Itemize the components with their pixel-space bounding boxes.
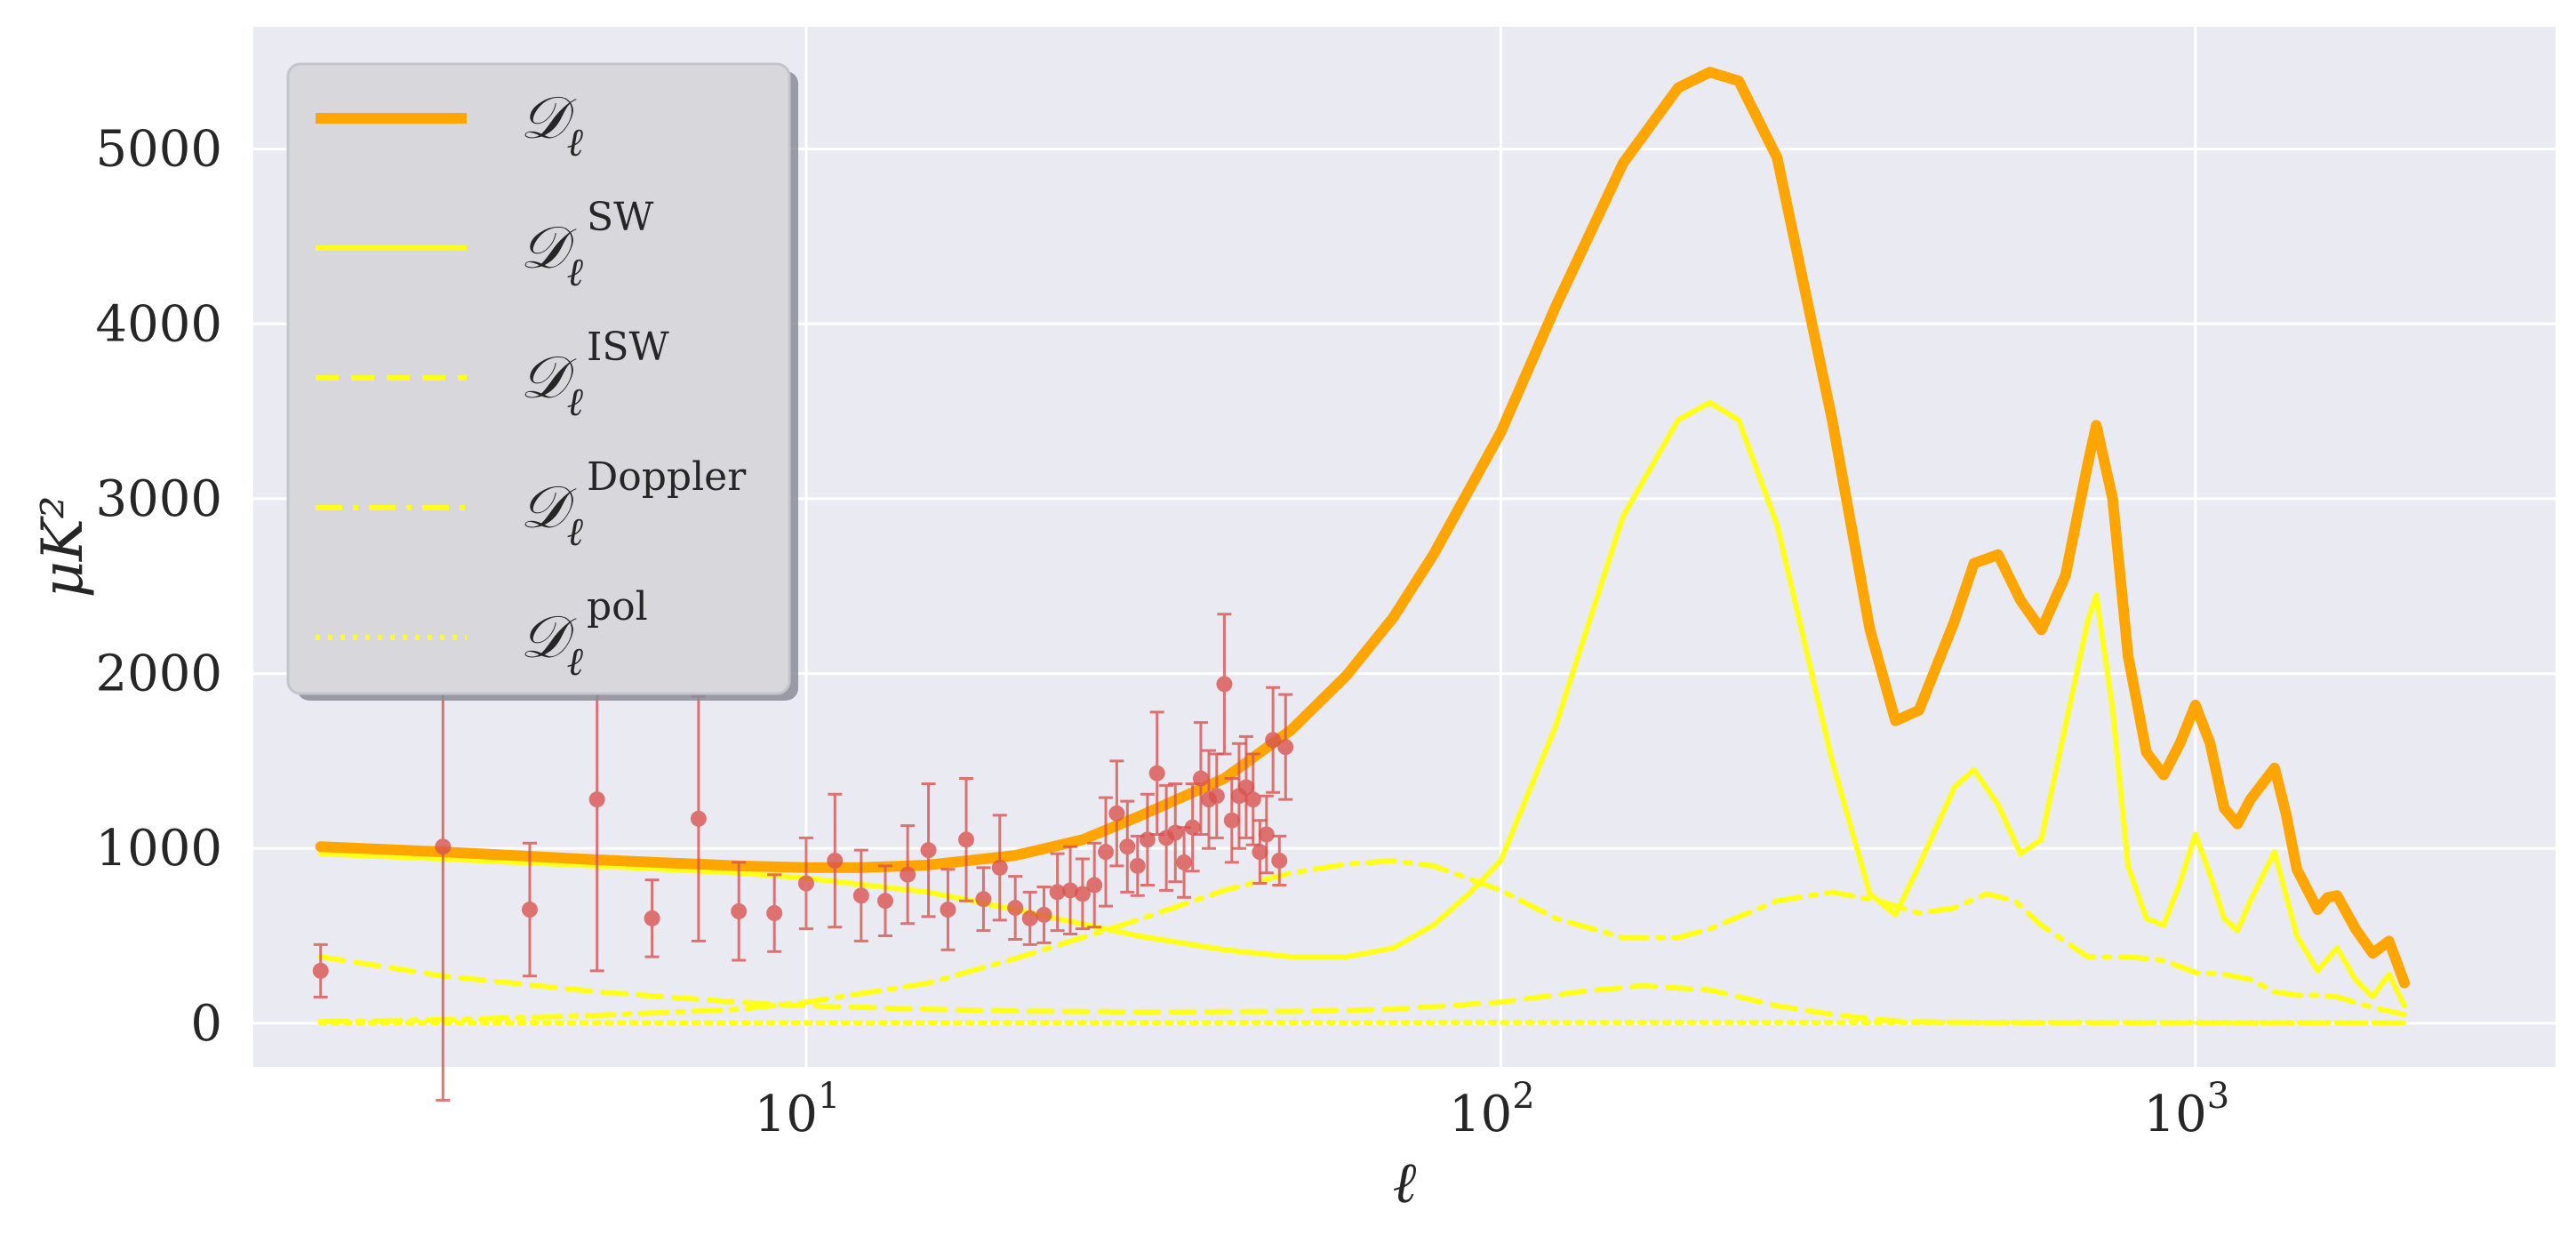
- data-point: [1148, 710, 1165, 836]
- legend-item: 𝒟ℓ: [316, 84, 584, 165]
- data-point: [1119, 799, 1136, 894]
- legend-box: [286, 62, 791, 695]
- x-ticks: 101 102 103: [755, 1076, 2230, 1143]
- data-point: [1200, 749, 1217, 850]
- legend-item: 𝒟ℓISW: [316, 325, 670, 425]
- data-point: [1086, 841, 1103, 929]
- legend-label: 𝒟ℓISW: [520, 325, 670, 425]
- y-axis-label: μK²: [30, 495, 96, 597]
- y-tick-label: 1000: [95, 820, 222, 878]
- data-point: [920, 782, 937, 918]
- y-tick-label: 2000: [95, 646, 222, 703]
- data-point: [1265, 686, 1282, 794]
- data-point: [1277, 693, 1294, 801]
- data-point: [1129, 834, 1146, 897]
- data-points: [312, 591, 1294, 1102]
- data-point: [1176, 826, 1193, 899]
- series-line: [317, 1019, 2407, 1026]
- data-point: [827, 792, 844, 929]
- data-point: [1108, 759, 1125, 868]
- data-point: [1216, 613, 1233, 756]
- y-ticks: 0 1000 2000 3000 4000 5000: [95, 121, 222, 1053]
- data-point: [521, 841, 538, 978]
- x-tick-label: 103: [2143, 1076, 2229, 1143]
- data-point: [1184, 782, 1201, 873]
- data-point: [1049, 852, 1066, 933]
- data-point: [1021, 890, 1038, 946]
- data-point: [731, 861, 748, 962]
- data-point: [975, 866, 992, 933]
- data-point: [958, 777, 975, 902]
- x-tick-label: 102: [1449, 1076, 1535, 1143]
- data-point: [852, 848, 869, 942]
- data-point: [1074, 857, 1091, 931]
- data-point: [1007, 875, 1024, 941]
- data-point: [940, 868, 956, 951]
- series-layer: [315, 67, 2410, 1026]
- y-tick-label: 5000: [95, 121, 222, 179]
- data-point: [1258, 794, 1275, 875]
- data-point: [1036, 885, 1052, 944]
- y-tick-label: 0: [190, 995, 222, 1053]
- series-line: [317, 858, 2407, 1024]
- data-point: [1192, 721, 1209, 836]
- y-tick-label: 4000: [95, 295, 222, 353]
- data-point: [876, 864, 893, 938]
- data-point: [1223, 777, 1240, 864]
- data-point: [797, 836, 814, 931]
- data-point: [1208, 752, 1225, 839]
- data-point: [644, 878, 660, 958]
- legend-label: 𝒟ℓDoppler: [520, 454, 747, 555]
- y-tick-label: 3000: [95, 470, 222, 528]
- data-point: [1062, 845, 1079, 936]
- data-point: [312, 942, 329, 998]
- data-point: [766, 873, 783, 953]
- x-tick-label: 101: [755, 1076, 841, 1143]
- legend-item: 𝒟ℓDoppler: [316, 454, 747, 555]
- data-point: [900, 824, 916, 926]
- data-point: [1098, 796, 1115, 908]
- series-line: [315, 67, 2410, 989]
- data-point: [991, 814, 1008, 922]
- series-line: [317, 399, 2407, 1009]
- data-point: [1271, 834, 1288, 886]
- x-axis-label: ℓ: [1393, 1151, 1417, 1216]
